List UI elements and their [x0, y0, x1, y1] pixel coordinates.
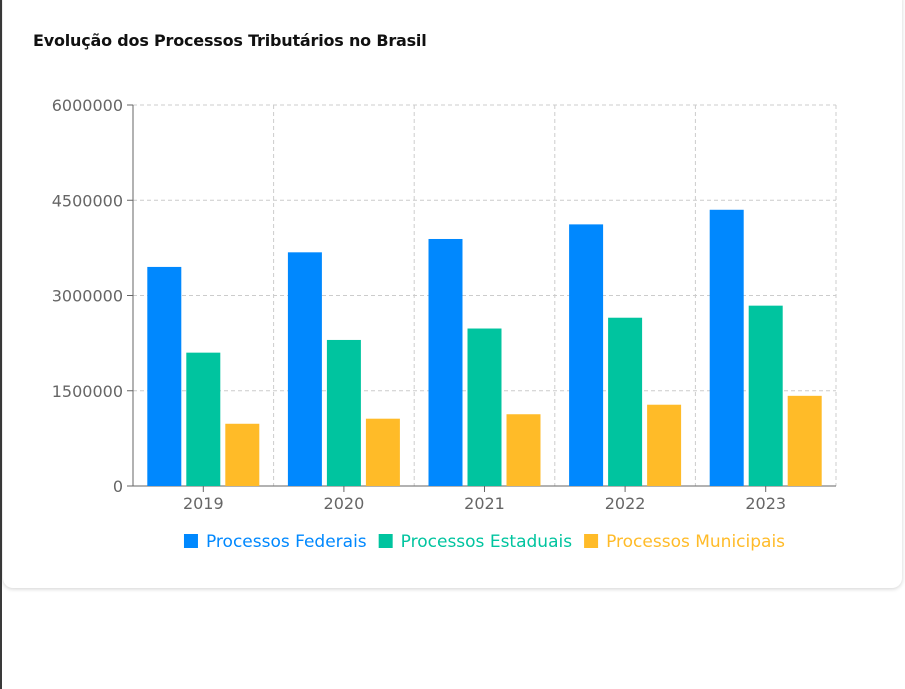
x-tick-label-3: 2022 — [605, 494, 646, 513]
x-tick-label-1: 2020 — [324, 494, 365, 513]
x-tick-label-4: 2023 — [745, 494, 786, 513]
x-tick-label-2: 2021 — [464, 494, 505, 513]
bar-2019-series-1 — [186, 352, 221, 486]
bar-2023-series-2 — [787, 395, 822, 486]
bar-2019-series-2 — [225, 423, 260, 486]
y-tick-label-3: 4500000 — [52, 191, 123, 210]
bar-2021-series-0 — [428, 238, 463, 486]
legend-label-0: Processos Federais — [206, 532, 367, 552]
legend-swatch-2 — [584, 534, 599, 548]
bar-2021-series-1 — [467, 328, 502, 486]
y-tick-label-4: 6000000 — [52, 96, 123, 115]
bar-2022-series-1 — [608, 317, 643, 486]
tick-labels: 0 1500000 3000000 4500000 6000000 2019 2020 202… — [52, 96, 786, 513]
bar-2020-series-0 — [287, 252, 322, 486]
bar-2022-series-2 — [647, 404, 682, 486]
bar-2020-series-2 — [365, 418, 400, 486]
y-tick-label-1: 1500000 — [52, 382, 123, 401]
bar-2020-series-1 — [326, 339, 361, 486]
y-tick-label-0: 0 — [113, 477, 123, 496]
legend-item-2: Processos Municipais — [584, 532, 785, 552]
bar-2023-series-1 — [748, 305, 783, 486]
window-edge — [0, 0, 2, 689]
bar-2023-series-0 — [709, 209, 744, 486]
legend-label-2: Processos Municipais — [606, 532, 785, 552]
legend-item-0: Processos Federais — [183, 532, 367, 552]
bar-2022-series-0 — [569, 224, 604, 486]
x-tick-label-0: 2019 — [183, 494, 224, 513]
legend-label-1: Processos Estaduais — [401, 532, 573, 552]
bars — [147, 209, 822, 486]
bar-2021-series-2 — [506, 414, 541, 486]
legend-swatch-1 — [378, 534, 393, 548]
bar-2019-series-0 — [147, 266, 182, 486]
legend-swatch-0 — [183, 534, 198, 548]
chart-title: Evolução dos Processos Tributários no Br… — [33, 31, 427, 50]
y-tick-label-2: 3000000 — [52, 287, 123, 306]
legend: Processos Federais Processos Estaduais Pro… — [183, 532, 785, 552]
legend-item-1: Processos Estaduais — [378, 532, 573, 552]
